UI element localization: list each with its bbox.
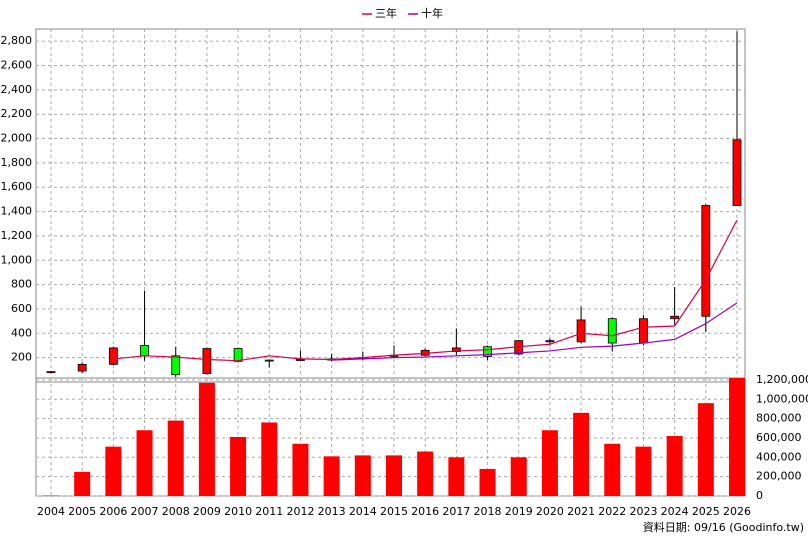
y2-tick-label: 600,000 (756, 431, 802, 444)
volume-bar (292, 443, 309, 496)
y-tick-label: 2,200 (1, 107, 33, 120)
candle-body (171, 355, 181, 376)
candle-body (140, 345, 149, 357)
candle-body (451, 347, 461, 352)
x-tick-label: 2013 (318, 505, 346, 518)
volume-bar (323, 456, 340, 496)
candle-body (607, 318, 617, 344)
volume-bar (417, 451, 434, 496)
volume-bar (666, 436, 683, 496)
y2-tick-label: 200,000 (756, 470, 802, 483)
x-tick-label: 2012 (286, 505, 314, 518)
y2-tick-label: 1,000,000 (756, 392, 808, 405)
x-tick-label: 2011 (255, 505, 283, 518)
y-tick-label: 1,000 (1, 253, 33, 266)
volume-bar (448, 457, 465, 496)
x-tick-label: 2006 (99, 505, 127, 518)
volume-bar (510, 457, 527, 496)
volume-bar (105, 446, 122, 496)
candle-body (732, 139, 742, 206)
x-tick-label: 2017 (442, 505, 470, 518)
volume-bar (386, 455, 402, 496)
candle-body (202, 348, 212, 374)
candle-body (545, 340, 555, 343)
y2-tick-label: 400,000 (756, 450, 802, 463)
y-tick-label: 1,800 (1, 156, 33, 169)
volume-bar (479, 468, 496, 496)
y-tick-label: 400 (11, 326, 32, 339)
y-tick-label: 800 (11, 278, 32, 291)
x-tick-label: 2008 (162, 505, 190, 518)
volume-bar (230, 437, 247, 496)
x-tick-label: 2009 (193, 505, 221, 518)
x-tick-label: 2024 (661, 505, 689, 518)
x-tick-label: 2007 (131, 505, 159, 518)
candle-body (264, 359, 274, 362)
ma-line (331, 302, 738, 361)
x-tick-label: 2005 (68, 505, 96, 518)
volume-bar (573, 412, 590, 496)
volume-bar (261, 422, 278, 496)
x-tick-label: 2025 (692, 505, 720, 518)
volume-bar (604, 443, 621, 496)
x-tick-label: 2023 (629, 505, 657, 518)
volume-bar (635, 446, 652, 496)
volume-bar (697, 403, 714, 496)
x-tick-label: 2014 (349, 505, 377, 518)
candle-body (483, 346, 492, 357)
candle-body (233, 348, 243, 362)
candle-body (296, 359, 305, 361)
candle-body (77, 363, 87, 372)
candle-body (701, 205, 711, 317)
candle-body (576, 319, 586, 343)
y-tick-label: 2,400 (1, 83, 33, 96)
y2-tick-label: 800,000 (756, 412, 802, 425)
x-tick-label: 2015 (380, 505, 408, 518)
volume-bar (354, 455, 371, 496)
y-tick-label: 2,000 (1, 132, 33, 145)
volume-bar (136, 430, 153, 496)
y-tick-label: 200 (11, 351, 32, 364)
x-tick-label: 2022 (598, 505, 626, 518)
y2-tick-label: 1,200,000 (756, 373, 808, 386)
x-tick-label: 2018 (474, 505, 502, 518)
y-tick-label: 1,200 (1, 229, 33, 242)
x-tick-label: 2026 (723, 505, 751, 518)
candle-body (670, 315, 680, 320)
x-tick-label: 2019 (505, 505, 533, 518)
volume-bar (74, 471, 91, 496)
candle-body (46, 371, 56, 374)
y-tick-label: 1,600 (1, 180, 33, 193)
candle-body (639, 318, 648, 344)
legend-label: 三年 (375, 6, 397, 20)
legend-label: 十年 (421, 6, 443, 20)
volume-bar (729, 378, 745, 496)
y-tick-label: 2,600 (1, 59, 33, 72)
volume-bar (167, 420, 184, 496)
y2-tick-label: 0 (756, 489, 763, 502)
source-note: 資料日期: 09/16 (Goodinfo.tw) (643, 520, 804, 534)
price-frame (35, 28, 746, 383)
x-tick-label: 2021 (567, 505, 595, 518)
candle-body (108, 347, 118, 365)
volume-bar (198, 382, 215, 496)
y-tick-label: 1,400 (1, 205, 33, 218)
y-tick-label: 2,800 (1, 34, 33, 47)
x-tick-label: 2010 (224, 505, 252, 518)
y-tick-label: 600 (11, 302, 32, 315)
ma-line (113, 219, 738, 362)
x-tick-label: 2016 (411, 505, 439, 518)
volume-bar (541, 430, 558, 496)
x-tick-label: 2004 (37, 505, 65, 518)
x-tick-label: 2020 (536, 505, 564, 518)
